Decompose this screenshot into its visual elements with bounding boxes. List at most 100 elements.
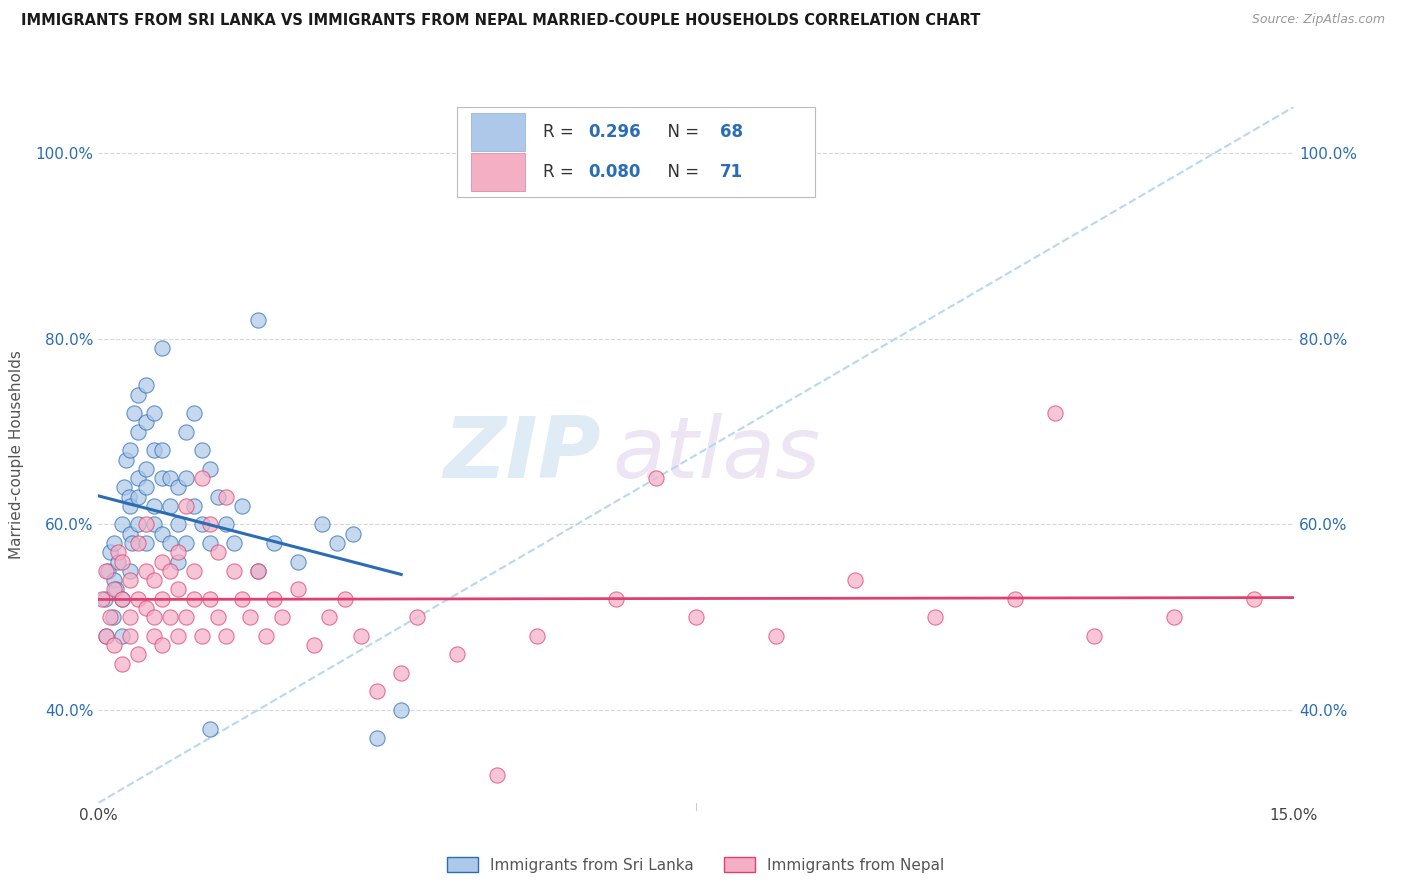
- Point: [924, 610, 946, 624]
- Point: [150, 471, 173, 485]
- Point: [311, 517, 333, 532]
- Point: [326, 536, 349, 550]
- Point: [150, 591, 173, 606]
- Point: [342, 526, 364, 541]
- Point: [135, 378, 157, 392]
- Point: [135, 416, 157, 430]
- Point: [111, 591, 134, 606]
- Point: [844, 573, 866, 587]
- Point: [111, 517, 134, 532]
- Point: [150, 555, 173, 569]
- Point: [167, 629, 190, 643]
- Point: [124, 406, 146, 420]
- Point: [198, 536, 221, 550]
- Point: [127, 425, 149, 439]
- Point: [222, 536, 245, 550]
- Point: [127, 536, 149, 550]
- Point: [96, 629, 118, 643]
- Point: [174, 610, 197, 624]
- Point: [143, 629, 166, 643]
- Point: [446, 648, 468, 662]
- Legend: Immigrants from Sri Lanka, Immigrants from Nepal: Immigrants from Sri Lanka, Immigrants fr…: [441, 850, 950, 879]
- Point: [150, 443, 173, 458]
- Point: [191, 471, 214, 485]
- Point: [207, 610, 229, 624]
- Point: [112, 480, 135, 494]
- Point: [135, 564, 157, 578]
- Point: [231, 591, 253, 606]
- Point: [143, 443, 166, 458]
- Point: [120, 629, 142, 643]
- Point: [215, 629, 238, 643]
- Point: [107, 545, 129, 559]
- Point: [121, 536, 143, 550]
- Point: [135, 462, 157, 476]
- Point: [96, 564, 118, 578]
- Point: [143, 406, 166, 420]
- Point: [100, 610, 122, 624]
- Point: [198, 517, 221, 532]
- Point: [143, 499, 166, 513]
- Point: [127, 490, 149, 504]
- Point: [159, 536, 181, 550]
- Point: [191, 517, 214, 532]
- Text: N =: N =: [657, 123, 704, 141]
- Point: [183, 591, 205, 606]
- Point: [254, 629, 277, 643]
- Point: [120, 443, 142, 458]
- Point: [120, 564, 142, 578]
- Point: [183, 564, 205, 578]
- Point: [135, 601, 157, 615]
- Point: [1243, 591, 1265, 606]
- Text: 71: 71: [720, 163, 742, 181]
- FancyBboxPatch shape: [457, 107, 815, 197]
- Point: [97, 564, 120, 578]
- Point: [207, 490, 229, 504]
- Point: [120, 526, 142, 541]
- Point: [103, 582, 125, 597]
- Point: [335, 591, 357, 606]
- FancyBboxPatch shape: [471, 153, 524, 191]
- Point: [94, 591, 117, 606]
- Point: [150, 526, 173, 541]
- Point: [318, 610, 340, 624]
- Text: N =: N =: [657, 163, 704, 181]
- Point: [406, 610, 429, 624]
- Point: [111, 657, 134, 671]
- Point: [174, 499, 197, 513]
- Point: [366, 731, 388, 745]
- Point: [127, 517, 149, 532]
- Point: [287, 555, 309, 569]
- Point: [526, 629, 548, 643]
- Point: [302, 638, 325, 652]
- Point: [159, 564, 181, 578]
- Point: [1163, 610, 1185, 624]
- Point: [198, 591, 221, 606]
- Point: [222, 564, 245, 578]
- Point: [198, 722, 221, 736]
- Point: [159, 610, 181, 624]
- Point: [645, 471, 668, 485]
- Point: [143, 610, 166, 624]
- Point: [191, 443, 214, 458]
- Point: [167, 582, 190, 597]
- Point: [120, 499, 142, 513]
- Point: [143, 517, 166, 532]
- Point: [91, 591, 114, 606]
- Point: [685, 610, 707, 624]
- Point: [127, 591, 149, 606]
- Point: [127, 648, 149, 662]
- Point: [150, 638, 173, 652]
- Point: [239, 610, 262, 624]
- Point: [246, 564, 269, 578]
- Point: [103, 573, 125, 587]
- FancyBboxPatch shape: [471, 113, 524, 152]
- Point: [167, 480, 190, 494]
- Point: [135, 536, 157, 550]
- Text: IMMIGRANTS FROM SRI LANKA VS IMMIGRANTS FROM NEPAL MARRIED-COUPLE HOUSEHOLDS COR: IMMIGRANTS FROM SRI LANKA VS IMMIGRANTS …: [21, 13, 980, 29]
- Point: [150, 341, 173, 355]
- Point: [246, 564, 269, 578]
- Point: [118, 490, 141, 504]
- Point: [107, 555, 129, 569]
- Point: [135, 480, 157, 494]
